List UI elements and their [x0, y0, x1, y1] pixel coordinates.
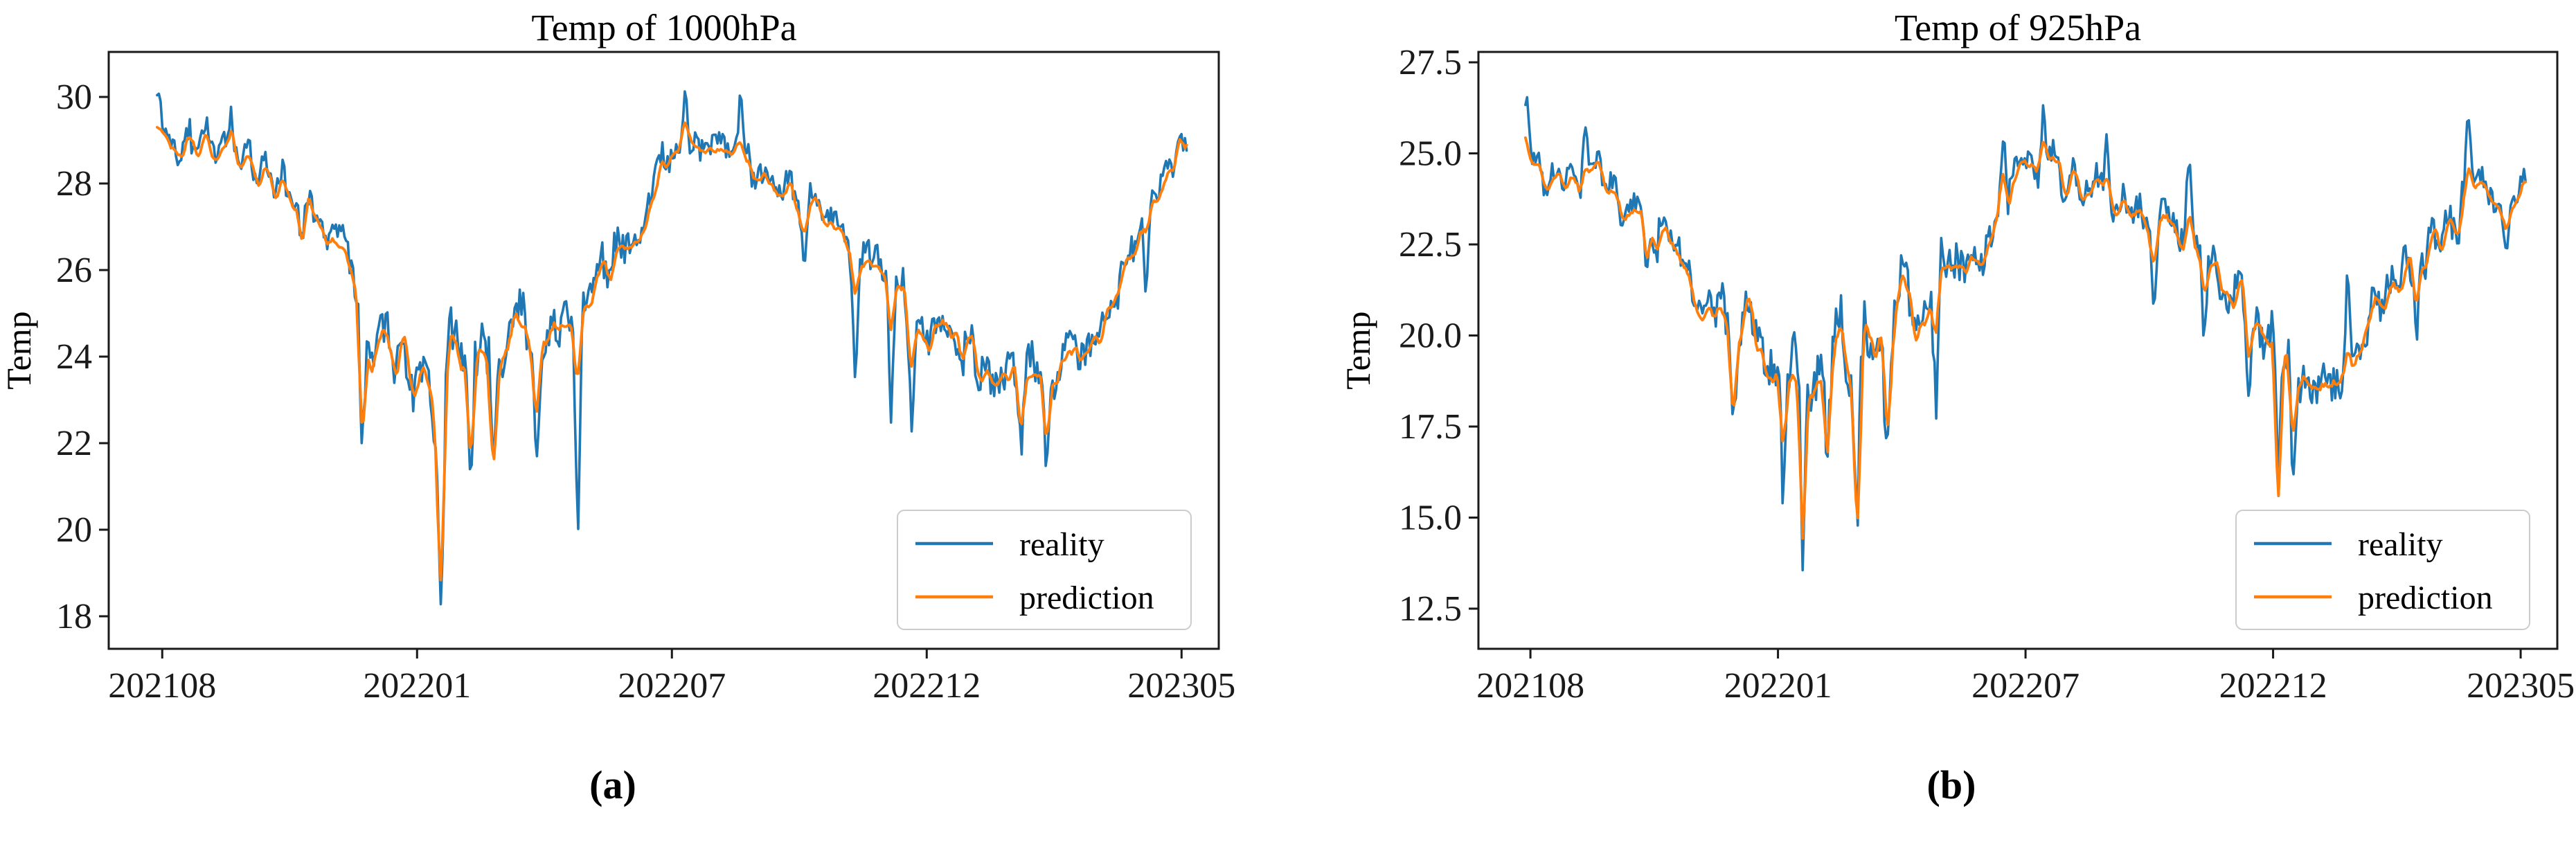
- x-tick-label: 202212: [2219, 666, 2327, 706]
- legend-box: [2235, 510, 2530, 630]
- y-tick-label: 30: [56, 78, 92, 117]
- y-tick-label: 15.0: [1399, 499, 1462, 538]
- y-tick-label: 25.0: [1399, 134, 1462, 174]
- series-reality-line: [1524, 96, 2527, 572]
- x-tick-label: 202212: [873, 666, 981, 706]
- plot-frame: [107, 51, 1220, 650]
- y-tick-label: 28: [56, 164, 92, 204]
- y-tick-label: 12.5: [1399, 589, 1462, 629]
- x-tick-label: 202207: [618, 666, 726, 706]
- x-tick-label: 202305: [1127, 666, 1235, 706]
- y-tick-label: 17.5: [1399, 407, 1462, 447]
- x-tick-label: 202108: [1476, 666, 1584, 706]
- chart-title: Temp of 1000hPa: [531, 7, 796, 48]
- y-tick-label: 22: [56, 424, 92, 463]
- y-tick-label: 26: [56, 251, 92, 290]
- y-tick-label: 20: [56, 510, 92, 550]
- chart-temp-925hpa: Temp of 925hPa Temp 202108 202201 202207 2022…: [1288, 0, 2576, 734]
- y-axis-label: Temp: [0, 311, 38, 389]
- legend-label-reality: reality: [1019, 526, 1104, 563]
- y-tick-label: 24: [56, 337, 92, 377]
- legend-box: [897, 510, 1192, 630]
- series-prediction-line: [155, 121, 1188, 582]
- y-tick-label: 18: [56, 597, 92, 636]
- x-tick-label: 202108: [108, 666, 216, 706]
- x-tick-label: 202201: [363, 666, 471, 706]
- legend-label-prediction: prediction: [1019, 580, 1154, 616]
- y-tick-label: 20.0: [1399, 316, 1462, 356]
- plot-frame: [1477, 51, 2559, 650]
- subfigure-label-a: (a): [589, 762, 636, 807]
- x-tick-label: 202207: [1971, 666, 2079, 706]
- series-prediction-line: [1523, 136, 2528, 540]
- y-tick-label: 22.5: [1399, 225, 1462, 265]
- caption-row: (a) (b): [0, 762, 2576, 824]
- figure-row: Temp of 1000hPa Temp 202108 202201 202207 202…: [0, 0, 2576, 734]
- legend-label-prediction: prediction: [2358, 580, 2493, 616]
- chart-title: Temp of 925hPa: [1895, 7, 2141, 48]
- subfigure-label-b: (b): [1926, 762, 1976, 807]
- legend-label-reality: reality: [2358, 526, 2443, 563]
- x-tick-label: 202305: [2467, 666, 2575, 706]
- x-tick-label: 202201: [1724, 666, 1832, 706]
- y-tick-label: 27.5: [1399, 43, 1462, 82]
- y-axis-label: Temp: [1339, 311, 1377, 389]
